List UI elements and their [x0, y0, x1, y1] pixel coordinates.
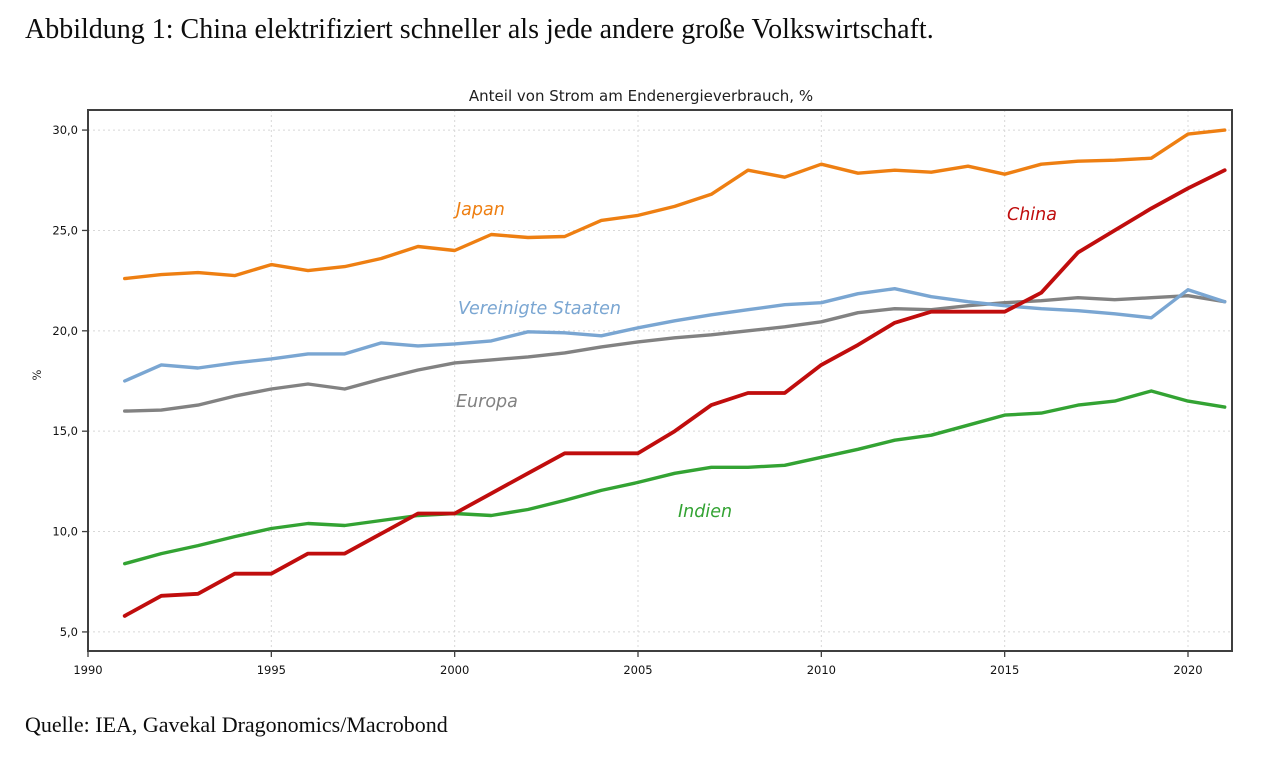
x-tick-label: 2010: [807, 663, 836, 677]
x-tick-label: 1990: [73, 663, 102, 677]
x-tick-label: 2015: [990, 663, 1019, 677]
x-tick-label: 2020: [1173, 663, 1202, 677]
y-tick-label: 10,0: [52, 525, 78, 539]
chart-title: Anteil von Strom am Endenergieverbrauch,…: [468, 87, 814, 105]
source-text: Quelle: IEA, Gavekal Dragonomics/Macrobo…: [25, 712, 448, 737]
x-tick-label: 2005: [623, 663, 652, 677]
series-label-china: China: [1007, 205, 1057, 225]
y-tick-label: 25,0: [52, 223, 78, 237]
x-tick-label: 1995: [257, 663, 286, 677]
plot-border: [87, 109, 1233, 652]
series-line-europa: [122, 294, 1227, 413]
series-line-japan: [122, 128, 1227, 281]
series-label-vereinigte-staaten: Vereinigte Staaten: [458, 299, 621, 319]
y-tick-label: 5,0: [60, 625, 78, 639]
series-line-china: [122, 168, 1227, 618]
y-tick-label: 15,0: [52, 424, 78, 438]
series-label-europa: Europa: [456, 392, 518, 412]
series-label-indien: Indien: [678, 502, 732, 522]
y-tick-label: 20,0: [52, 324, 78, 338]
y-axis-label: %: [30, 369, 44, 381]
y-tick-label: 30,0: [52, 123, 78, 137]
series-line-vereinigte-staaten: [122, 287, 1227, 383]
series-line-indien: [122, 389, 1227, 566]
figure-title: Abbildung 1: China elektrifiziert schnel…: [25, 14, 934, 45]
x-tick-label: 2000: [440, 663, 469, 677]
series-label-japan: Japan: [453, 200, 505, 220]
